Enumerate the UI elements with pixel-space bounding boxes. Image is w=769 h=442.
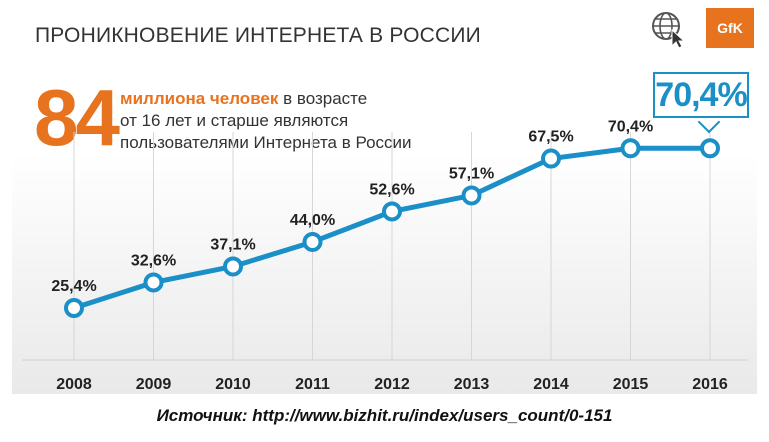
data-label: 44,0% [290,212,335,229]
highlight-line1-rest: в возрасте [278,89,368,108]
globe-cursor-icon [652,12,686,48]
x-tick-label: 2012 [374,376,410,393]
x-tick-label: 2009 [136,376,172,393]
highlight-line3: пользователями Интернета в России [120,133,412,152]
data-label: 37,1% [210,236,255,253]
data-point [382,201,402,222]
data-label: 32,6% [131,252,176,269]
x-tick-label: 2015 [613,376,649,393]
data-label: 67,5% [528,129,573,146]
x-tick-label: 2010 [215,376,251,393]
highlight-lead: миллиона человек [120,89,279,108]
data-point [541,148,561,169]
x-tick-label: 2011 [295,376,330,393]
data-point [461,185,482,206]
data-label: 52,6% [369,181,414,198]
gfk-logo: GfK [706,8,754,48]
x-tick-label: 2016 [692,376,728,393]
chart-panel [12,6,757,394]
data-point [700,138,720,159]
data-point [223,256,243,277]
page-title: ПРОНИКНОВЕНИЕ ИНТЕРНЕТА В РОССИИ [35,24,481,47]
highlight-number: 84 [34,73,120,162]
data-label: 70,4% [608,118,653,135]
data-label: 57,1% [449,165,494,182]
data-point [143,272,164,293]
data-point [64,298,84,318]
data-label: 25,4% [51,278,96,295]
callout-value: 70,4% [655,76,747,114]
x-tick-label: 2008 [56,376,92,393]
x-tick-label: 2014 [533,376,569,393]
highlight-line2: от 16 лет и старше являются [120,111,349,130]
highlight-description: миллиона человек в возрасте от 16 лет и … [120,88,460,154]
source-caption: Источник: http://www.bizhit.ru/index/use… [156,406,613,425]
x-tick-label: 2013 [454,376,490,393]
data-point [302,231,323,252]
data-point [620,138,641,159]
callout-box: 70,4% [653,72,749,118]
